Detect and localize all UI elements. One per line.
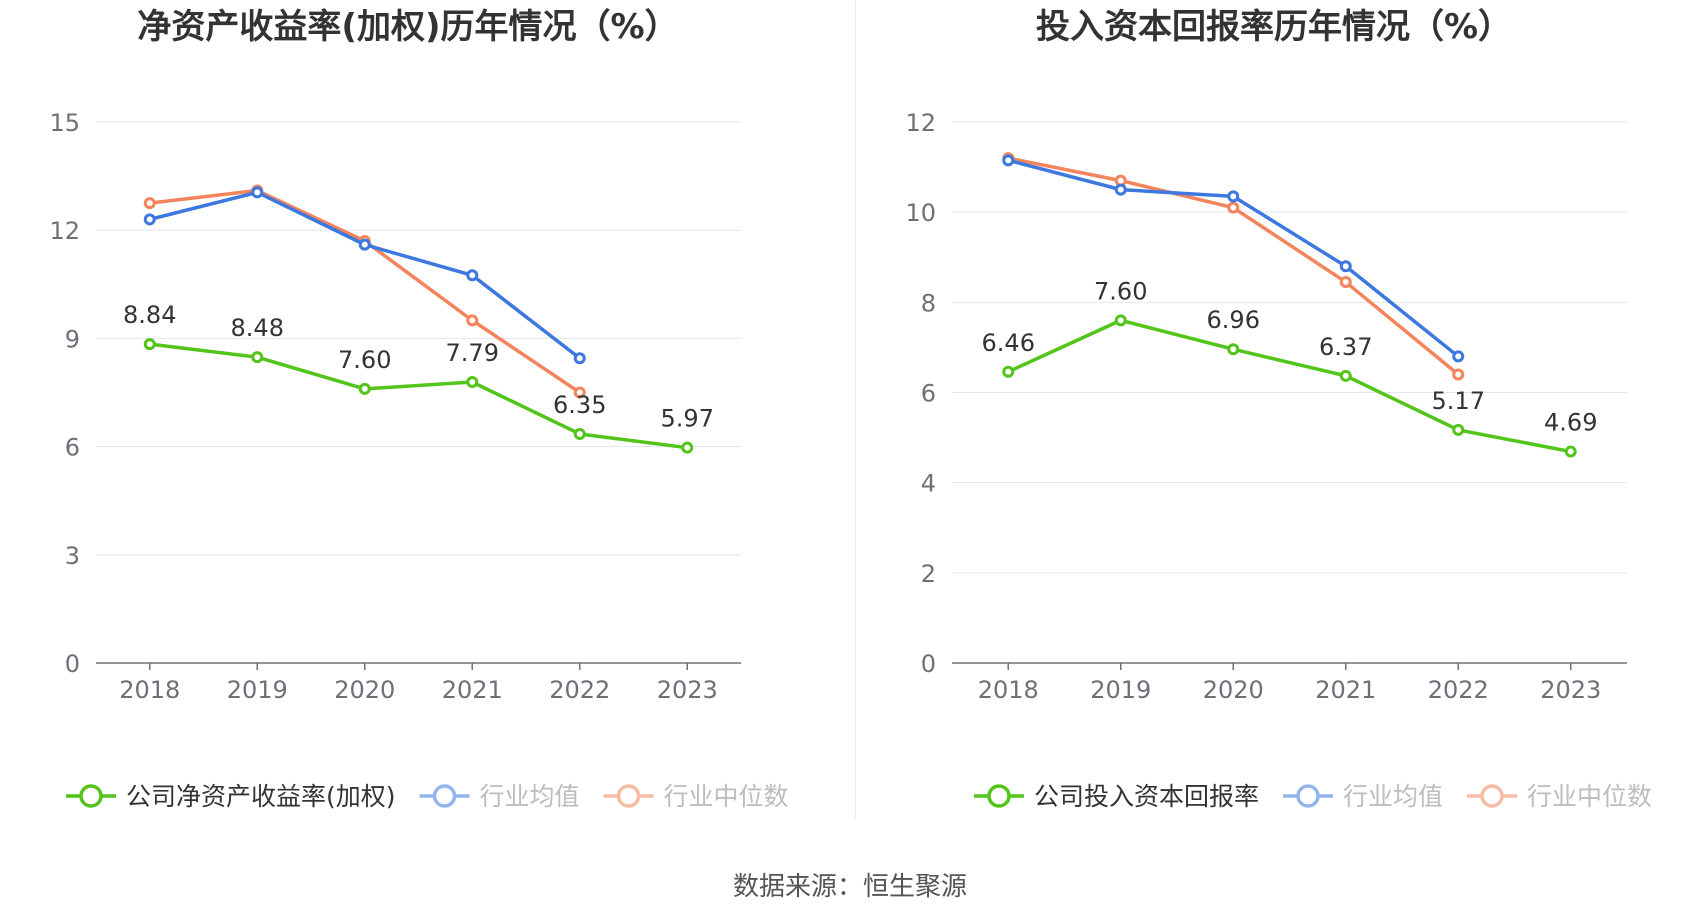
chart-1-data-label: 7.60 (1094, 277, 1147, 305)
chart-1-series-0-point (1114, 314, 1127, 327)
chart-roe: 净资产收益率(加权)历年情况（%） 0 3 6 9 12 15 2018 2019 2020 202… (49, 7, 789, 811)
chart-0-y-tick-label: 12 (49, 217, 80, 245)
chart-1-series-0-point (1452, 423, 1465, 436)
chart-1-x-tick-label: 2020 (1203, 676, 1264, 704)
chart-0-x-tick-label: 2020 (334, 676, 395, 704)
chart-0-y-tick-label: 0 (65, 650, 80, 678)
chart-0-series-0-point (251, 351, 264, 364)
chart-1-legend-item-2: 行业中位数 (1467, 782, 1652, 811)
chart-0-series-1-point (143, 213, 156, 226)
chart-0-series-2-point (143, 197, 156, 210)
chart-0-series-0-point (466, 376, 479, 389)
data-source: 数据来源：恒生聚源 (732, 872, 967, 902)
chart-0-x-tick-label: 2022 (549, 676, 610, 704)
chart-0-title: 净资产收益率(加权)历年情况（%） (137, 7, 678, 47)
chart-1-title: 投入资本回报率历年情况（%） (1036, 7, 1512, 47)
chart-0-legend-item-0: 公司净资产收益率(加权) (66, 782, 396, 811)
chart-1-legend-marker-0 (987, 784, 1011, 808)
chart-1-y-tick-label: 8 (921, 289, 936, 317)
chart-1-series-0-point (1339, 369, 1352, 382)
chart-1-y-tick-label: 4 (921, 470, 936, 498)
chart-0-legend-label-0: 公司净资产收益率(加权) (126, 782, 396, 811)
chart-0-data-label: 8.84 (123, 301, 176, 329)
chart-1-y-tick-label: 0 (921, 650, 936, 678)
chart-0-series-2-point (573, 386, 586, 399)
chart-1-series-1-point (1227, 190, 1240, 203)
chart-1-series-0-point (1227, 343, 1240, 356)
chart-0-x-tick-label: 2023 (657, 676, 718, 704)
chart-0-data-label: 7.60 (338, 346, 391, 374)
chart-1-x-tick-label: 2021 (1315, 676, 1376, 704)
chart-0-y-tick-label: 15 (49, 109, 80, 137)
chart-panel-roe: 净资产收益率(加权)历年情况（%） 0 3 6 9 12 15 2018 2019 2020 202… (0, 0, 850, 830)
chart-0-data-label: 7.79 (446, 339, 499, 367)
chart-0-x-tick-label: 2018 (119, 676, 180, 704)
chart-0-data-label: 6.35 (553, 391, 606, 419)
chart-1-data-label: 6.46 (982, 329, 1035, 357)
chart-1-series-1-point (1339, 260, 1352, 273)
chart-1-series-0-line (1007, 318, 1572, 454)
chart-0-series-1-point (466, 269, 479, 282)
chart-0-y-tick-label: 3 (65, 542, 80, 570)
chart-0-legend-marker-1 (432, 784, 457, 808)
chart-0-data-label: 8.48 (231, 314, 284, 342)
chart-0-series-1-line (149, 190, 581, 360)
chart-1-series-2-point (1227, 201, 1240, 214)
chart-1-series-2-point (1452, 368, 1465, 381)
chart-1-data-label: 6.96 (1207, 306, 1260, 334)
chart-1-y-tick-label: 12 (905, 109, 936, 137)
chart-1-series-2-point (1339, 276, 1352, 289)
chart-1-x-tick-label: 2018 (978, 676, 1039, 704)
chart-0-legend-marker-2 (616, 784, 641, 808)
chart-0-legend-marker-0 (79, 784, 103, 808)
chart-0-series-1-point (573, 352, 586, 365)
chart-0-legend-item-2: 行业中位数 (603, 782, 789, 811)
chart-0-series-2-point (466, 314, 479, 327)
chart-1-series-1-point (1002, 154, 1015, 167)
chart-1-x-tick-label: 2022 (1428, 676, 1489, 704)
chart-1-legend-label-2: 行业中位数 (1527, 782, 1652, 811)
chart-1-x-tick-label: 2023 (1540, 676, 1601, 704)
chart-0-x-tick-label: 2019 (227, 676, 288, 704)
chart-roic: 投入资本回报率历年情况（%） 0 2 4 6 8 10 12 2018 2019 2020 2021 2… (905, 7, 1652, 811)
chart-1-series-0-point (1002, 365, 1015, 378)
panel-divider (855, 0, 856, 818)
chart-0-series-1-point (358, 238, 371, 251)
chart-0-series-0-line (149, 342, 688, 450)
chart-1-legend-marker-1 (1296, 784, 1320, 808)
chart-0-series-0-point (681, 441, 694, 454)
chart-0-x-tick-label: 2021 (442, 676, 503, 704)
chart-1-series-0-point (1564, 445, 1577, 458)
chart-0-y-tick-label: 9 (65, 325, 80, 353)
chart-0-series-0-point (358, 382, 371, 395)
chart-0-legend-label-1: 行业均值 (480, 782, 580, 811)
chart-1-data-label: 5.17 (1432, 387, 1485, 415)
chart-1-series-1-point (1452, 350, 1465, 363)
chart-1-series-1-point (1114, 183, 1127, 196)
chart-1-data-label: 4.69 (1544, 409, 1597, 437)
chart-0-legend-item-1: 行业均值 (419, 782, 580, 811)
chart-1-legend-item-0: 公司投入资本回报率 (974, 782, 1259, 811)
chart-0-y-tick-label: 6 (65, 434, 80, 462)
chart-1-legend-label-0: 公司投入资本回报率 (1034, 782, 1259, 811)
chart-1-data-label: 6.37 (1319, 333, 1372, 361)
chart-1-x-tick-label: 2019 (1090, 676, 1151, 704)
chart-1-legend-marker-2 (1480, 784, 1504, 808)
chart-1-y-tick-label: 6 (921, 380, 936, 408)
chart-0-series-0-point (143, 338, 156, 351)
chart-0-series-0-point (573, 427, 586, 440)
chart-panel-roic: 投入资本回报率历年情况（%） 0 2 4 6 8 10 12 2018 2019 2020 2021 2… (856, 0, 1700, 830)
chart-1-legend-item-1: 行业均值 (1283, 782, 1443, 811)
chart-1-y-tick-label: 10 (905, 199, 936, 227)
chart-1-legend-label-1: 行业均值 (1343, 782, 1443, 811)
chart-1-y-tick-label: 2 (921, 560, 936, 588)
chart-0-legend-label-2: 行业中位数 (664, 782, 789, 811)
chart-0-data-label: 5.97 (661, 405, 714, 433)
chart-0-series-1-point (251, 186, 264, 199)
